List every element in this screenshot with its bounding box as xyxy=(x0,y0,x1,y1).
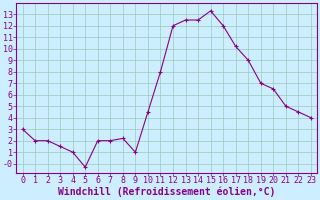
X-axis label: Windchill (Refroidissement éolien,°C): Windchill (Refroidissement éolien,°C) xyxy=(58,187,276,197)
